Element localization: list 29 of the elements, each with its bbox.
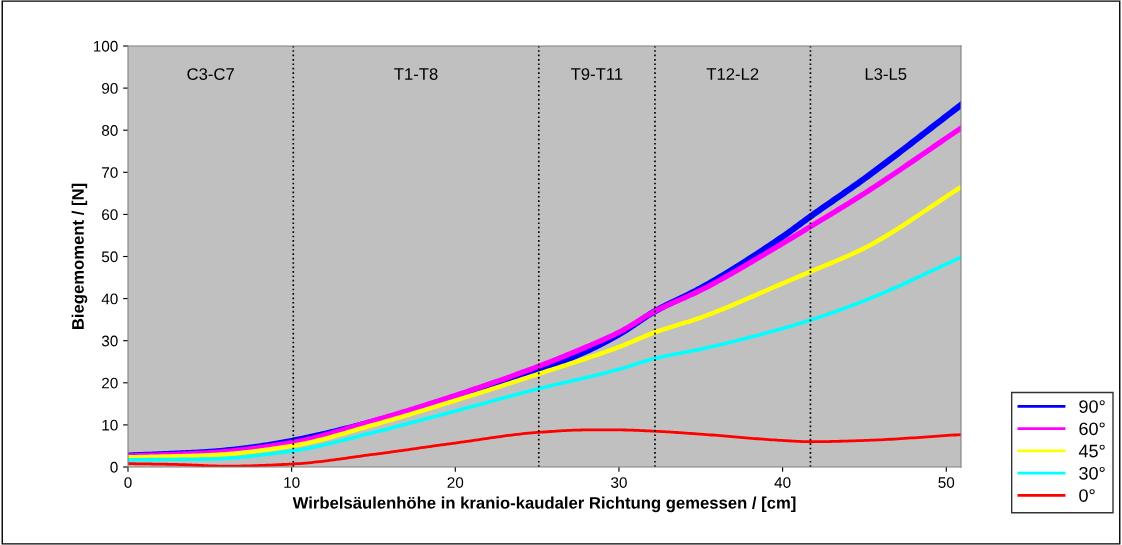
legend-label: 0° [1079, 489, 1095, 502]
y-tick-label: 0 [110, 461, 118, 473]
x-tick-label: 20 [447, 477, 464, 488]
y-tick-label: 100 [93, 40, 118, 52]
x-tick-label: 30 [611, 477, 627, 488]
x-axis-title: Wirbelsäulenhöhe in kranio-kaudaler Richtung gemessen / [cm] [292, 496, 796, 513]
legend-label: 30° [1079, 466, 1105, 480]
annotation: C3-C7 [187, 68, 234, 80]
y-tick-label: 40 [101, 293, 118, 305]
y-tick-label: 50 [101, 251, 118, 263]
y-tick-label: 70 [102, 167, 118, 178]
y-tick-label: 10 [102, 419, 118, 431]
annotation: T1-T8 [394, 68, 438, 80]
y-tick-label: 20 [102, 377, 118, 389]
legend-label: 45° [1078, 444, 1105, 458]
legend-label: 60° [1079, 422, 1105, 436]
y-tick-label: 90 [102, 82, 118, 94]
y-axis-title: Biegemoment / [N] [71, 183, 88, 329]
annotation: T9-T11 [571, 68, 623, 80]
x-tick-label: 10 [284, 477, 300, 488]
x-tick-label: 0 [124, 477, 132, 488]
legend-label: 90° [1079, 400, 1105, 413]
y-tick-label: 60 [102, 209, 118, 221]
annotation: T12-L2 [706, 68, 759, 80]
x-tick-label: 50 [938, 477, 955, 488]
y-tick-label: 30 [101, 335, 118, 347]
x-tick-label: 40 [774, 477, 791, 488]
y-tick-label: 80 [101, 125, 118, 136]
annotation: L3-L5 [865, 68, 907, 80]
